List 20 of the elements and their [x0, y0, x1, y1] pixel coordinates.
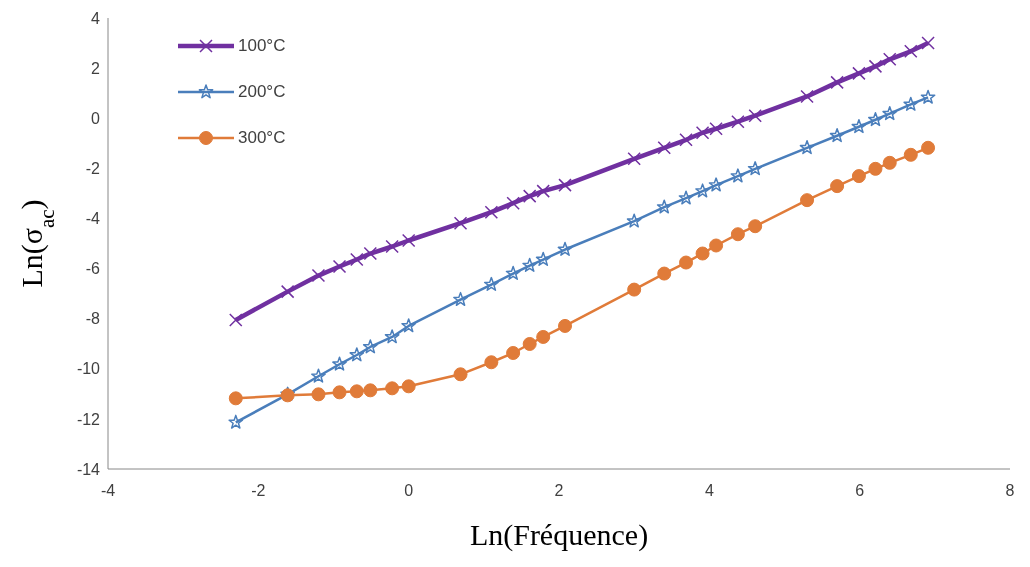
legend-label: 300°C	[238, 128, 286, 148]
x-axis-title: Ln(Fréquence)	[469, 518, 649, 552]
x-tick-label: 4	[704, 482, 714, 500]
legend-label: 200°C	[238, 82, 286, 102]
x-tick-label: 8	[1005, 482, 1015, 500]
y-tick-label: -4	[85, 210, 101, 228]
x-tick-label: -2	[251, 482, 266, 500]
y-tick-label: -14	[76, 460, 101, 478]
y-tick-label: -2	[85, 160, 101, 178]
y-tick-label: 4	[91, 9, 101, 27]
x-tick-label: 6	[855, 482, 865, 500]
y-tick-label: -10	[76, 360, 101, 378]
y-tick-label: -6	[85, 260, 101, 278]
x-tick-label: 0	[404, 482, 414, 500]
y-tick-label: -12	[76, 410, 101, 428]
y-tick-label: -8	[85, 310, 101, 328]
y-tick-label: 0	[91, 109, 101, 127]
x-tick-label: 2	[554, 482, 564, 500]
y-tick-label: 2	[91, 59, 101, 77]
legend-label: 100°C	[238, 36, 286, 56]
